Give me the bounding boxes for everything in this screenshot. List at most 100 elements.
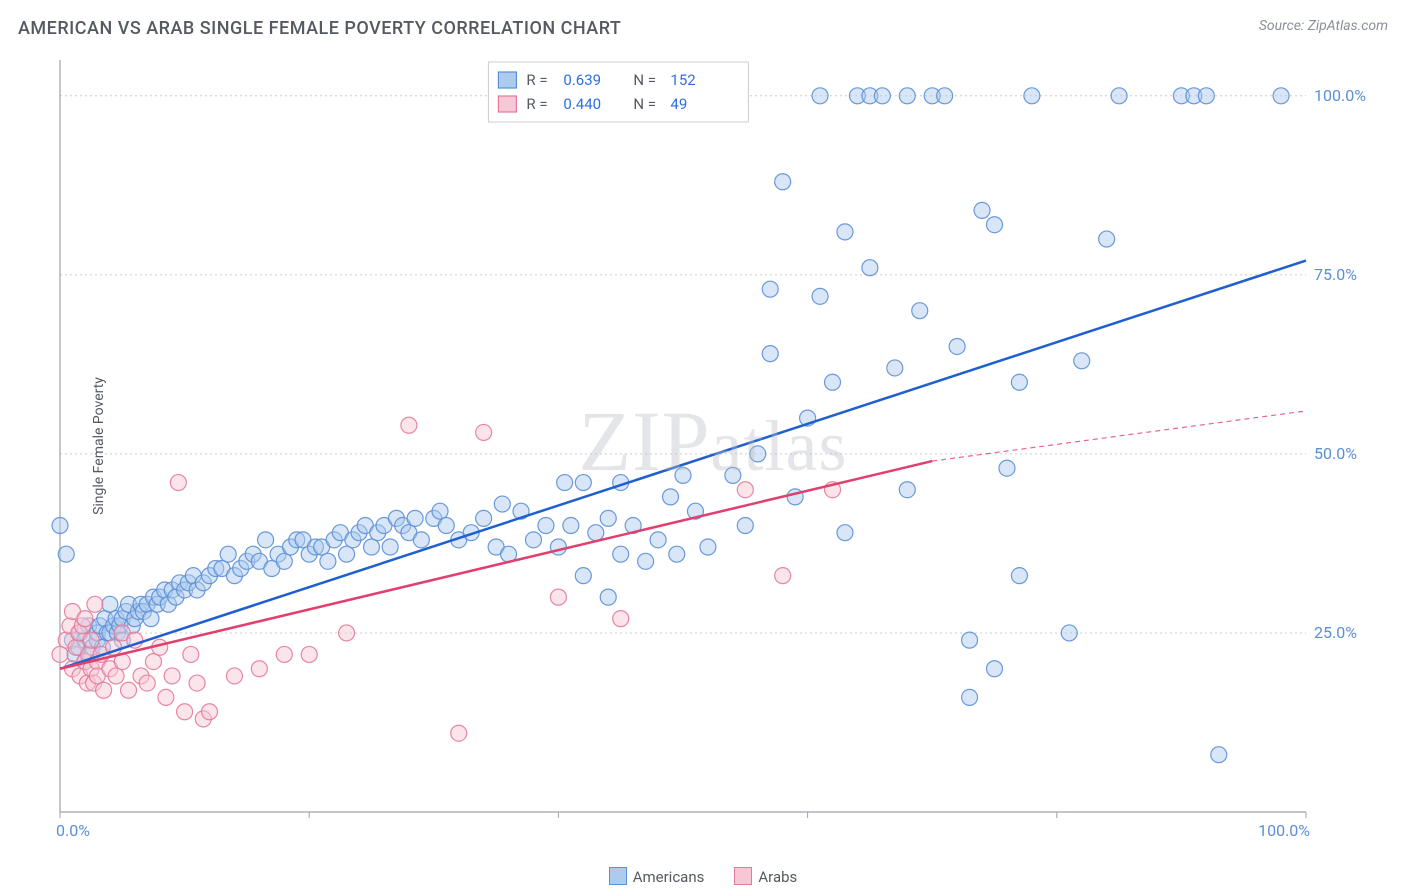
legend-label: Americans bbox=[633, 868, 705, 886]
data-point bbox=[737, 518, 753, 534]
y-tick-label: 25.0% bbox=[1314, 623, 1357, 642]
data-point bbox=[588, 525, 604, 541]
data-point bbox=[1074, 353, 1090, 369]
legend-r-label: R = bbox=[526, 71, 547, 89]
data-point bbox=[121, 682, 137, 698]
bottom-legend-item: Americans bbox=[609, 867, 705, 886]
data-point bbox=[139, 675, 155, 691]
data-point bbox=[476, 510, 492, 526]
data-point bbox=[258, 532, 274, 548]
data-point bbox=[177, 704, 193, 720]
data-point bbox=[575, 568, 591, 584]
data-point bbox=[550, 589, 566, 605]
data-point bbox=[750, 446, 766, 462]
data-point bbox=[862, 260, 878, 276]
data-point bbox=[1111, 88, 1127, 104]
data-point bbox=[432, 503, 448, 519]
data-point bbox=[1011, 374, 1027, 390]
data-point bbox=[825, 374, 841, 390]
data-point bbox=[899, 482, 915, 498]
data-point bbox=[494, 496, 510, 512]
data-point bbox=[143, 611, 159, 627]
data-point bbox=[364, 539, 380, 555]
data-point bbox=[382, 539, 398, 555]
data-point bbox=[663, 489, 679, 505]
data-point bbox=[96, 682, 112, 698]
data-point bbox=[1198, 88, 1214, 104]
data-point bbox=[183, 646, 199, 662]
data-point bbox=[563, 518, 579, 534]
legend-r-label: R = bbox=[526, 95, 547, 113]
data-point bbox=[1099, 231, 1115, 247]
data-point bbox=[58, 546, 74, 562]
data-point bbox=[276, 553, 292, 569]
data-point bbox=[987, 661, 1003, 677]
data-point bbox=[226, 668, 242, 684]
data-point bbox=[669, 546, 685, 562]
data-point bbox=[1061, 625, 1077, 641]
data-point bbox=[987, 217, 1003, 233]
data-point bbox=[812, 88, 828, 104]
y-axis-label: Single Female Poverty bbox=[91, 377, 107, 515]
y-tick-label: 100.0% bbox=[1314, 86, 1366, 105]
legend-swatch bbox=[734, 867, 752, 885]
y-tick-label: 50.0% bbox=[1314, 444, 1357, 463]
data-point bbox=[837, 224, 853, 240]
data-point bbox=[1211, 747, 1227, 763]
legend-r-value: 0.440 bbox=[563, 95, 601, 113]
data-point bbox=[812, 288, 828, 304]
data-point bbox=[638, 553, 654, 569]
bottom-legend: Americans Arabs bbox=[0, 867, 1406, 886]
data-point bbox=[77, 611, 93, 627]
data-point bbox=[887, 360, 903, 376]
data-point bbox=[949, 338, 965, 354]
data-point bbox=[837, 525, 853, 541]
data-point bbox=[52, 518, 68, 534]
data-point bbox=[675, 467, 691, 483]
data-point bbox=[725, 467, 741, 483]
data-point bbox=[775, 174, 791, 190]
x-tick-label: 0.0% bbox=[56, 821, 90, 840]
trend-ext-arabs bbox=[932, 411, 1306, 461]
legend-swatch bbox=[498, 96, 516, 112]
data-point bbox=[220, 546, 236, 562]
legend-swatch bbox=[609, 867, 627, 885]
data-point bbox=[145, 654, 161, 670]
data-point bbox=[83, 632, 99, 648]
data-point bbox=[251, 661, 267, 677]
data-point bbox=[650, 532, 666, 548]
data-point bbox=[339, 625, 355, 641]
series-americans bbox=[52, 88, 1289, 763]
legend-r-value: 0.639 bbox=[563, 71, 601, 89]
data-point bbox=[158, 689, 174, 705]
data-point bbox=[762, 346, 778, 362]
data-point bbox=[87, 596, 103, 612]
data-point bbox=[276, 646, 292, 662]
data-point bbox=[451, 725, 467, 741]
data-point bbox=[974, 202, 990, 218]
trend-line-americans bbox=[60, 261, 1306, 669]
correlation-legend: R =0.639N =152R =0.440N =49 bbox=[488, 62, 748, 122]
data-point bbox=[600, 510, 616, 526]
data-point bbox=[937, 88, 953, 104]
data-point bbox=[962, 632, 978, 648]
data-point bbox=[170, 475, 186, 491]
trend-line-arabs bbox=[60, 461, 932, 669]
source-credit: Source: ZipAtlas.com bbox=[1259, 18, 1388, 34]
data-point bbox=[700, 539, 716, 555]
data-point bbox=[438, 518, 454, 534]
data-point bbox=[762, 281, 778, 297]
x-tick-label: 100.0% bbox=[1258, 821, 1310, 840]
bottom-legend-item: Arabs bbox=[734, 867, 797, 886]
data-point bbox=[407, 510, 423, 526]
data-point bbox=[108, 668, 124, 684]
data-point bbox=[1011, 568, 1027, 584]
legend-n-value: 49 bbox=[670, 95, 687, 113]
data-point bbox=[413, 532, 429, 548]
data-point bbox=[538, 518, 554, 534]
data-point bbox=[613, 611, 629, 627]
data-point bbox=[164, 668, 180, 684]
series-arabs bbox=[52, 417, 841, 741]
data-point bbox=[912, 303, 928, 319]
scatter-chart: 25.0%50.0%75.0%100.0%0.0%100.0%R =0.639N… bbox=[40, 50, 1386, 842]
